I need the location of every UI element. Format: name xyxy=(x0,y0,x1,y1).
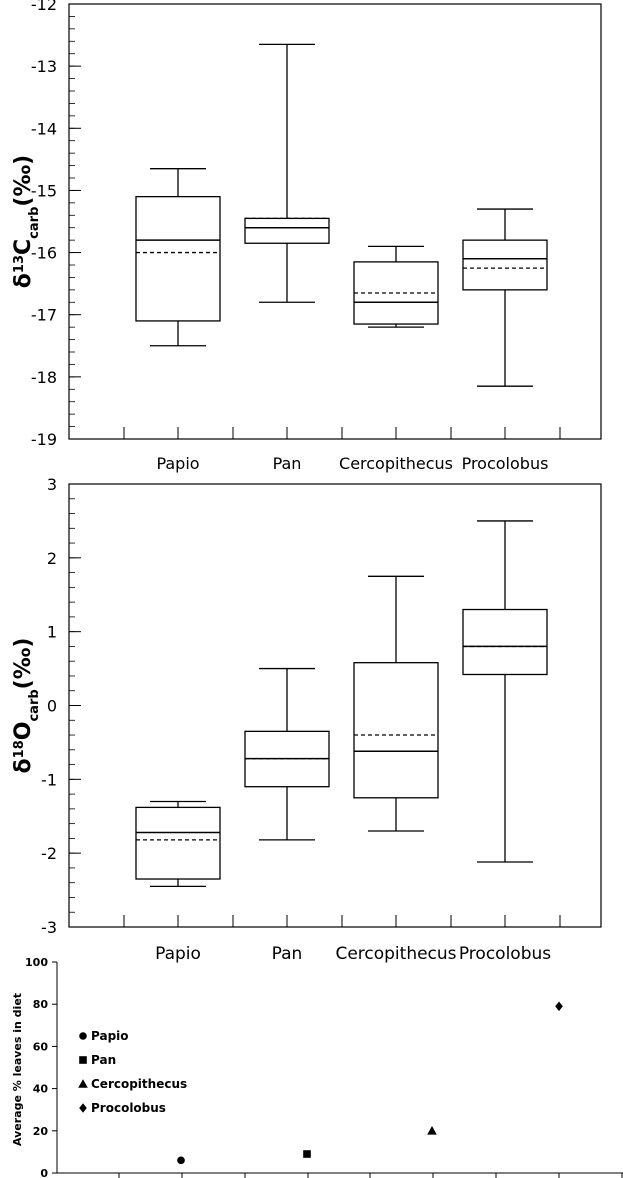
y-tick-label: -12 xyxy=(31,0,57,14)
data-point-procolobus xyxy=(555,1001,563,1012)
iqr-box xyxy=(353,662,439,799)
legend-label: Procolobus xyxy=(91,1101,166,1115)
y-axis-label-part: (‰) xyxy=(11,155,36,207)
y-axis-label: Average % leaves in diet xyxy=(11,993,24,1146)
y-tick-label: 60 xyxy=(33,1040,49,1053)
y-tick-label: -17 xyxy=(31,306,57,325)
box-papio xyxy=(135,800,221,888)
box-pan xyxy=(244,43,330,303)
y-tick-label: -2 xyxy=(41,844,57,863)
category-label: Procolobus xyxy=(459,944,551,964)
y-tick-label: -15 xyxy=(31,181,57,200)
box-panel-2: 3 2 1 0 -1 -2 -3 Papio Pan Cercopithecus Procolobu… xyxy=(11,475,602,964)
y-axis-label-part: 18 xyxy=(12,740,27,758)
y-axis-label-part: carb xyxy=(27,689,42,721)
y-tick-label: 1 xyxy=(47,623,57,642)
category-label: Cercopithecus xyxy=(335,944,456,964)
data-point-cercopithecus xyxy=(427,1126,437,1135)
y-tick-label: 40 xyxy=(33,1083,49,1096)
box-papio xyxy=(135,168,221,347)
y-axis-label-part: δ xyxy=(11,273,36,288)
y-axis-label-part: carb xyxy=(27,207,42,239)
iqr-box xyxy=(135,195,221,322)
category-label: Papio xyxy=(155,944,201,964)
legend-label: Pan xyxy=(91,1053,116,1067)
y-tick-label: 2 xyxy=(47,549,57,568)
box-cercopithecus xyxy=(353,245,439,328)
box-procolobus xyxy=(462,520,548,863)
data-point-pan xyxy=(303,1150,311,1158)
y-axis-label-part: C xyxy=(11,239,36,255)
y-tick-label: -14 xyxy=(31,119,57,138)
category-label: Papio xyxy=(156,454,199,473)
y-tick-label: -3 xyxy=(41,918,57,937)
y-tick-label: -16 xyxy=(31,244,57,263)
legend-marker xyxy=(79,1056,87,1064)
plot-frame xyxy=(68,3,602,440)
legend-marker xyxy=(78,1079,88,1088)
y-tick-label: 0 xyxy=(40,1167,48,1178)
y-tick-label: 0 xyxy=(47,697,57,716)
y-tick-label: -1 xyxy=(41,770,57,789)
category-label: Pan xyxy=(272,944,303,964)
category-label: Pan xyxy=(273,454,302,473)
y-tick-label: 20 xyxy=(33,1125,49,1138)
y-tick-label: 3 xyxy=(47,475,57,494)
y-axis-label-part: O xyxy=(11,722,36,741)
box-pan xyxy=(244,667,330,841)
y-tick-label: -18 xyxy=(31,368,57,387)
y-axis-label: δ13Ccarb(‰) xyxy=(11,155,42,288)
box-cercopithecus xyxy=(353,575,439,832)
legend-marker xyxy=(79,1032,87,1040)
data-point-papio xyxy=(177,1156,185,1165)
iqr-box xyxy=(462,608,548,676)
iqr-box xyxy=(244,217,330,244)
legend-label: Cercopithecus xyxy=(91,1077,187,1091)
iqr-box xyxy=(135,806,221,880)
category-label: Procolobus xyxy=(462,454,549,473)
y-tick-label: 80 xyxy=(33,998,49,1011)
y-axis-label-part: (‰) xyxy=(11,638,36,690)
iqr-box xyxy=(462,239,548,291)
box-procolobus xyxy=(462,208,548,387)
y-tick-label: -13 xyxy=(31,57,57,76)
scatter-panel: 100 80 60 40 20 0 Average % leaves in diet Papi… xyxy=(11,956,623,1178)
legend-label: Papio xyxy=(91,1029,129,1043)
y-axis-label-part: 13 xyxy=(12,255,27,273)
y-tick-label: 100 xyxy=(25,956,48,969)
box-panel-1: -12 -13 -14 -15 -16 -17 -18 -19 Papio Pan Cercopit… xyxy=(11,0,602,473)
y-axis-label-part: δ xyxy=(11,758,36,773)
y-tick-label: -19 xyxy=(31,430,57,449)
category-label: Cercopithecus xyxy=(339,454,453,473)
legend: Papio Pan Cercopithecus Procolobus xyxy=(78,1029,187,1115)
legend-marker xyxy=(79,1103,87,1113)
y-axis-label: δ18Ocarb(‰) xyxy=(11,638,42,774)
